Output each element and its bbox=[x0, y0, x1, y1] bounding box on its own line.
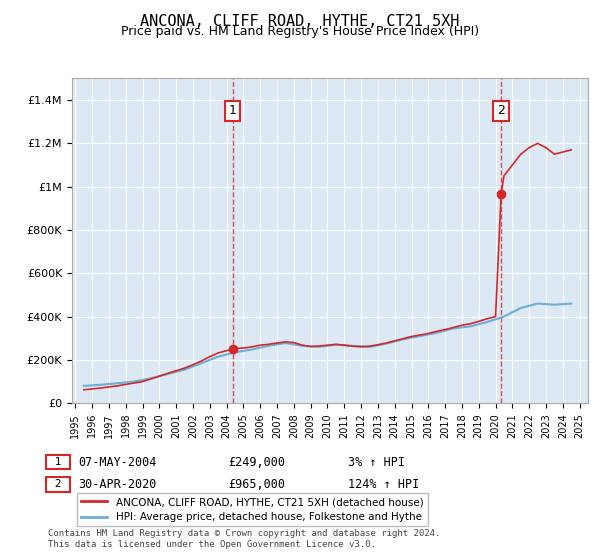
Text: Contains HM Land Registry data © Crown copyright and database right 2024.
This d: Contains HM Land Registry data © Crown c… bbox=[48, 529, 440, 549]
Text: 1: 1 bbox=[48, 457, 68, 467]
Text: £249,000: £249,000 bbox=[228, 455, 285, 469]
Text: 2: 2 bbox=[48, 479, 68, 489]
Text: 3% ↑ HPI: 3% ↑ HPI bbox=[348, 455, 405, 469]
Text: 07-MAY-2004: 07-MAY-2004 bbox=[78, 455, 157, 469]
Text: ANCONA, CLIFF ROAD, HYTHE, CT21 5XH: ANCONA, CLIFF ROAD, HYTHE, CT21 5XH bbox=[140, 14, 460, 29]
Text: 1: 1 bbox=[229, 104, 236, 118]
Legend: ANCONA, CLIFF ROAD, HYTHE, CT21 5XH (detached house), HPI: Average price, detach: ANCONA, CLIFF ROAD, HYTHE, CT21 5XH (det… bbox=[77, 493, 428, 526]
Text: Price paid vs. HM Land Registry's House Price Index (HPI): Price paid vs. HM Land Registry's House … bbox=[121, 25, 479, 38]
Text: 2: 2 bbox=[497, 104, 505, 118]
Text: £965,000: £965,000 bbox=[228, 478, 285, 491]
Text: 30-APR-2020: 30-APR-2020 bbox=[78, 478, 157, 491]
Text: 124% ↑ HPI: 124% ↑ HPI bbox=[348, 478, 419, 491]
